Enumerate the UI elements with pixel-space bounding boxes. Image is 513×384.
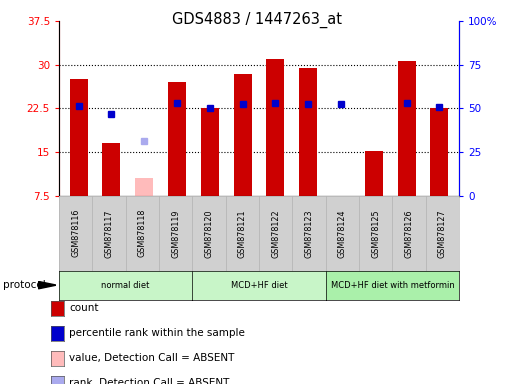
Text: percentile rank within the sample: percentile rank within the sample bbox=[69, 328, 245, 338]
Text: GSM878119: GSM878119 bbox=[171, 209, 180, 258]
Text: GSM878117: GSM878117 bbox=[105, 209, 113, 258]
Text: GSM878121: GSM878121 bbox=[238, 209, 247, 258]
Bar bbox=[430, 109, 448, 196]
Text: GSM878125: GSM878125 bbox=[371, 209, 380, 258]
Bar bbox=[135, 178, 153, 196]
Text: GSM878127: GSM878127 bbox=[438, 209, 447, 258]
Text: MCD+HF diet: MCD+HF diet bbox=[231, 281, 287, 290]
Text: GSM878116: GSM878116 bbox=[71, 209, 80, 257]
Text: MCD+HF diet with metformin: MCD+HF diet with metformin bbox=[330, 281, 455, 290]
Text: rank, Detection Call = ABSENT: rank, Detection Call = ABSENT bbox=[69, 378, 230, 384]
Bar bbox=[365, 151, 383, 196]
Text: normal diet: normal diet bbox=[102, 281, 150, 290]
Bar bbox=[266, 59, 285, 196]
Bar bbox=[70, 79, 88, 196]
Bar bbox=[299, 68, 317, 196]
Text: GSM878120: GSM878120 bbox=[205, 209, 213, 258]
Text: GSM878123: GSM878123 bbox=[305, 209, 313, 258]
Text: GSM878122: GSM878122 bbox=[271, 209, 280, 258]
Text: GSM878126: GSM878126 bbox=[405, 209, 413, 258]
Bar bbox=[103, 144, 121, 196]
Polygon shape bbox=[38, 281, 56, 289]
Text: GSM878118: GSM878118 bbox=[138, 209, 147, 257]
Bar bbox=[168, 82, 186, 196]
Text: GDS4883 / 1447263_at: GDS4883 / 1447263_at bbox=[171, 12, 342, 28]
Bar bbox=[233, 74, 252, 196]
Bar bbox=[201, 109, 219, 196]
Text: count: count bbox=[69, 303, 99, 313]
Text: GSM878124: GSM878124 bbox=[338, 209, 347, 258]
Text: value, Detection Call = ABSENT: value, Detection Call = ABSENT bbox=[69, 353, 234, 363]
Text: protocol: protocol bbox=[3, 280, 45, 290]
Bar bbox=[398, 61, 416, 196]
